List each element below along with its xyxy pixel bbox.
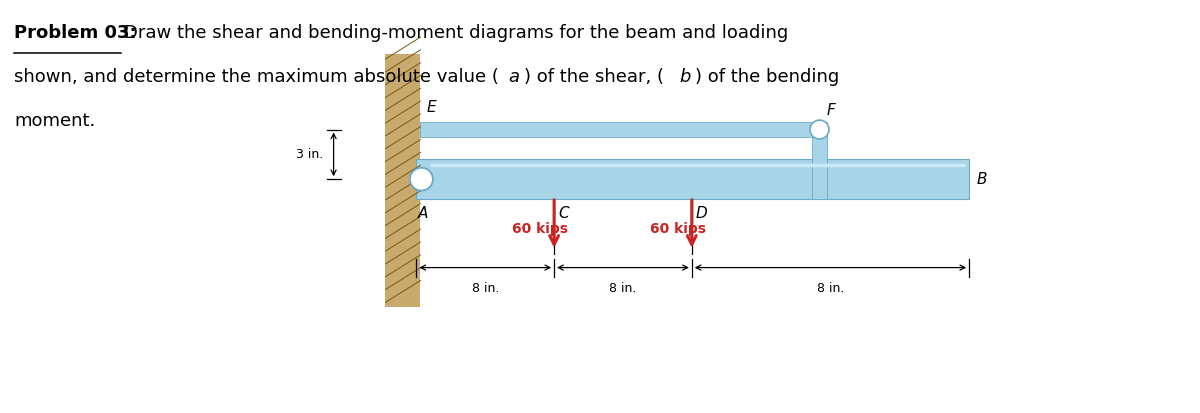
Text: 60 kips: 60 kips bbox=[650, 222, 706, 236]
Text: D: D bbox=[696, 206, 708, 221]
Text: moment.: moment. bbox=[14, 112, 96, 130]
Text: 60 kips: 60 kips bbox=[512, 222, 569, 236]
Text: C: C bbox=[558, 206, 569, 221]
Text: a: a bbox=[509, 68, 520, 86]
Text: E: E bbox=[426, 100, 436, 115]
Text: 8 in.: 8 in. bbox=[610, 282, 637, 295]
Circle shape bbox=[810, 120, 829, 139]
Bar bbox=[812, 121, 827, 199]
Text: ) of the shear, (: ) of the shear, ( bbox=[523, 68, 664, 86]
Circle shape bbox=[410, 168, 433, 191]
Text: shown, and determine the maximum absolute value (: shown, and determine the maximum absolut… bbox=[14, 68, 499, 86]
Text: A: A bbox=[418, 206, 427, 221]
Bar bbox=[385, 54, 420, 307]
Text: 8 in.: 8 in. bbox=[817, 282, 844, 295]
Text: 8 in.: 8 in. bbox=[472, 282, 499, 295]
Text: ) of the bending: ) of the bending bbox=[695, 68, 840, 86]
Bar bbox=[420, 121, 820, 138]
Text: Draw the shear and bending-moment diagrams for the beam and loading: Draw the shear and bending-moment diagra… bbox=[124, 24, 788, 42]
Text: Problem 03:: Problem 03: bbox=[14, 24, 137, 42]
Text: B: B bbox=[976, 172, 986, 187]
Text: b: b bbox=[680, 68, 691, 86]
Bar bbox=[416, 159, 970, 199]
Text: F: F bbox=[827, 102, 835, 118]
Text: 3 in.: 3 in. bbox=[296, 148, 324, 161]
